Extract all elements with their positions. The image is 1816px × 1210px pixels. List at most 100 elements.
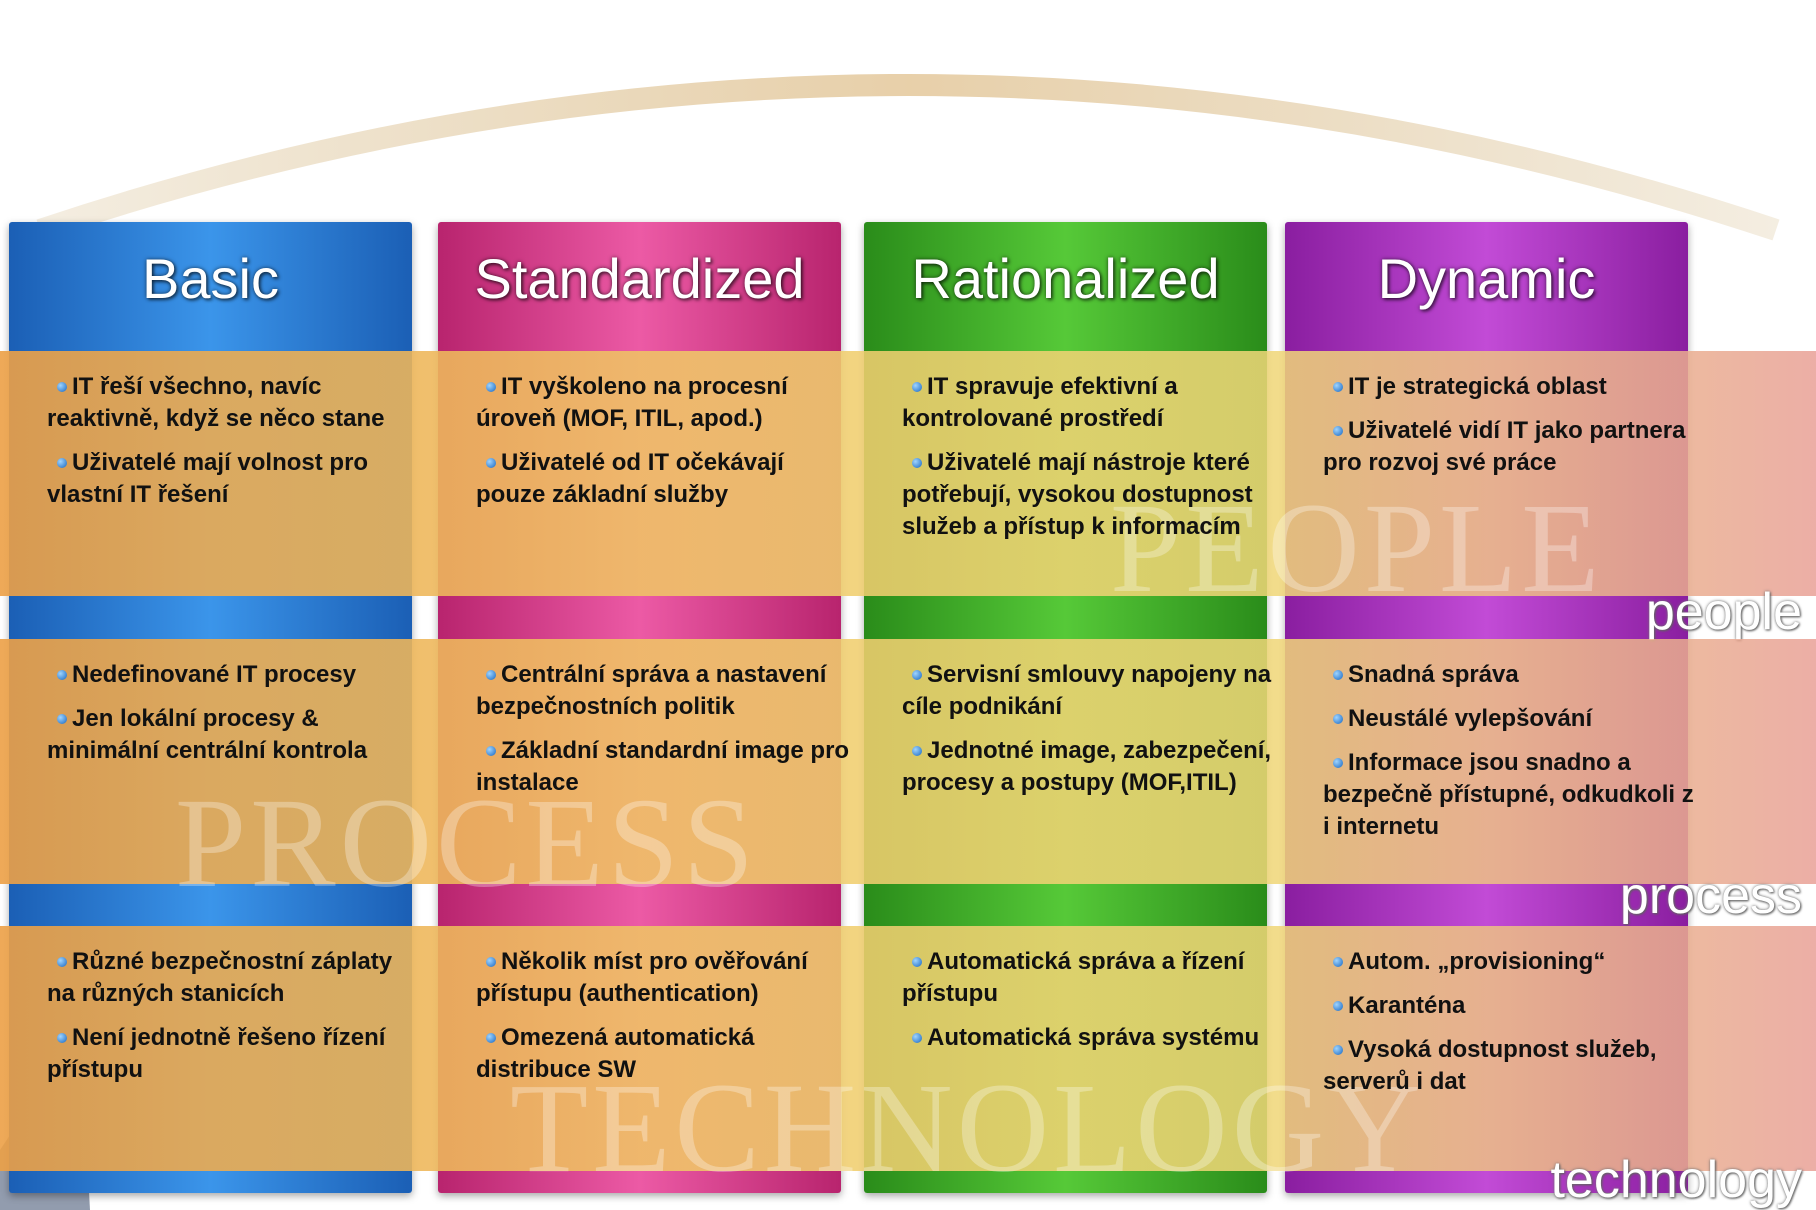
bullet-text: Uživatelé mají nástroje které potřebují,… — [902, 449, 1253, 540]
bullet-text: Není jednotně řešeno řízení přístupu — [47, 1024, 386, 1083]
cell: Autom. „provisioning“ Karanténa Vysoká dos… — [1323, 946, 1698, 1110]
row-label: process — [1619, 867, 1802, 925]
bullet-text: Servisní smlouvy napojeny na cíle podnik… — [902, 661, 1272, 720]
cell: Nedefinované IT procesy Jen lokální proce… — [47, 659, 422, 779]
watermark: PEOPLE — [1110, 477, 1604, 619]
bullet-text: Omezená automatická distribuce SW — [476, 1024, 755, 1083]
bullet-item: Různé bezpečnostní záplaty na různých st… — [47, 946, 422, 1010]
row-label: technology — [1550, 1151, 1802, 1209]
bullet-item: Automatická správa systému — [902, 1022, 1277, 1054]
bullet-text: IT spravuje efektivní a kontrolované pro… — [902, 373, 1178, 432]
bullet — [486, 956, 496, 967]
bullet-item: Informace jsou snadno a bezpečně přístup… — [1323, 747, 1698, 843]
bullet-text: IT řeší všechno, navíc reaktivně, když s… — [47, 373, 385, 432]
bullet — [912, 669, 922, 680]
watermark: PROCESS — [175, 772, 758, 914]
bullet-text: Různé bezpečnostní záplaty na různých st… — [47, 948, 393, 1007]
bullet-item: Není jednotně řešeno řízení přístupu — [47, 1022, 422, 1086]
bullet-text: Autom. „provisioning“ — [1348, 948, 1606, 975]
bullet-text: Jednotné image, zabezpečení, procesy a p… — [902, 737, 1272, 796]
bullet-item: IT vyškoleno na procesní úroveň (MOF, IT… — [476, 371, 851, 435]
bullet-item: Několik míst pro ověřování přístupu (aut… — [476, 946, 851, 1010]
bullet — [57, 457, 67, 468]
bullet-item: Vysoká dostupnost služeb, serverů i dat — [1323, 1034, 1698, 1098]
bullet-text: Uživatelé od IT očekávají pouze základní… — [476, 449, 784, 508]
bullet — [1333, 956, 1343, 967]
bullet-text: Neustálé vylepšování — [1348, 705, 1593, 732]
bullet — [1333, 757, 1343, 768]
bullet-item: Uživatelé od IT očekávají pouze základní… — [476, 447, 851, 511]
cell: Centrální správa a nastavení bezpečnostn… — [476, 659, 851, 811]
band — [0, 351, 1816, 596]
bullet-text: Karanténa — [1348, 992, 1466, 1019]
bullet-text: Centrální správa a nastavení bezpečnostn… — [476, 661, 827, 720]
bullet-text: IT je strategická oblast — [1348, 373, 1607, 400]
bullet-item: IT řeší všechno, navíc reaktivně, když s… — [47, 371, 422, 435]
cell: Různé bezpečnostní záplaty na různých st… — [47, 946, 422, 1098]
band — [0, 639, 1816, 884]
bullet-item: Nedefinované IT procesy — [47, 659, 422, 691]
cell: IT je strategická oblast Uživatelé vidí I… — [1323, 371, 1698, 491]
bullet-text: Uživatelé vidí IT jako partnera pro rozv… — [1323, 417, 1686, 476]
bullet-text: Informace jsou snadno a bezpečně přístup… — [1323, 749, 1694, 840]
band — [0, 926, 1816, 1171]
bullet-item: Jednotné image, zabezpečení, procesy a p… — [902, 735, 1277, 799]
bullet-item: Omezená automatická distribuce SW — [476, 1022, 851, 1086]
bullet-item: Uživatelé mají nástroje které potřebují,… — [902, 447, 1277, 543]
bullet-text: Několik míst pro ověřování přístupu (aut… — [476, 948, 808, 1007]
bullet-text: Uživatelé mají volnost pro vlastní IT ře… — [47, 449, 369, 508]
column-title: Standardized — [474, 247, 805, 310]
bullet-text: Snadná správa — [1348, 661, 1519, 688]
column-title: Basic — [142, 247, 279, 310]
row-label: people — [1645, 583, 1802, 641]
bullet — [486, 381, 496, 392]
column-title: Rationalized — [911, 247, 1220, 310]
bullet-item: Uživatelé vidí IT jako partnera pro rozv… — [1323, 415, 1698, 479]
bullet-item: Uživatelé mají volnost pro vlastní IT ře… — [47, 447, 422, 511]
bullet-item: Servisní smlouvy napojeny na cíle podnik… — [902, 659, 1277, 723]
cell: Několik míst pro ověřování přístupu (aut… — [476, 946, 851, 1098]
bullet-item: Neustálé vylepšování — [1323, 703, 1698, 735]
bullet — [57, 381, 67, 392]
bullet — [1333, 425, 1343, 436]
bullet-item: Autom. „provisioning“ — [1323, 946, 1698, 978]
bullet-text: Jen lokální procesy & minimální centráln… — [47, 705, 368, 764]
bullet-text: Automatická správa systému — [927, 1024, 1260, 1051]
bullet — [486, 745, 496, 756]
bullet — [57, 713, 67, 724]
bullet — [1333, 669, 1343, 680]
bullet-text: Automatická správa a řízení přístupu — [902, 948, 1245, 1007]
bullet — [486, 1032, 496, 1043]
bullet-item: IT je strategická oblast — [1323, 371, 1698, 403]
bullet — [912, 745, 922, 756]
bullet-item: Základní standardní image pro instalace — [476, 735, 851, 799]
cell: Snadná správa Neustálé vylepšování Informa… — [1323, 659, 1698, 855]
bullet — [486, 669, 496, 680]
bullet-text: Vysoká dostupnost služeb, serverů i dat — [1323, 1036, 1657, 1095]
cell: Servisní smlouvy napojeny na cíle podnik… — [902, 659, 1277, 811]
bullet-item: Centrální správa a nastavení bezpečnostn… — [476, 659, 851, 723]
bullet-item: Jen lokální procesy & minimální centráln… — [47, 703, 422, 767]
bullet — [1333, 381, 1343, 392]
bullet — [1333, 1000, 1343, 1011]
bullet — [912, 1032, 922, 1043]
cell: IT spravuje efektivní a kontrolované pro… — [902, 371, 1277, 555]
bullet — [912, 956, 922, 967]
bullet — [1333, 713, 1343, 724]
cell: Automatická správa a řízení přístupu Auto… — [902, 946, 1277, 1066]
bullet-text: IT vyškoleno na procesní úroveň (MOF, IT… — [476, 373, 788, 432]
bullet — [1333, 1044, 1343, 1055]
bullet — [57, 1032, 67, 1043]
bullet-item: Karanténa — [1323, 990, 1698, 1022]
bullet-text: Základní standardní image pro instalace — [476, 737, 850, 796]
bullet — [57, 669, 67, 680]
bullet — [486, 457, 496, 468]
cell: IT řeší všechno, navíc reaktivně, když s… — [47, 371, 422, 523]
bullet-item: Automatická správa a řízení přístupu — [902, 946, 1277, 1010]
watermark: TECHNOLOGY — [510, 1057, 1425, 1199]
bullet-item: Snadná správa — [1323, 659, 1698, 691]
bullet-text: Nedefinované IT procesy — [72, 661, 357, 688]
bullet — [912, 381, 922, 392]
